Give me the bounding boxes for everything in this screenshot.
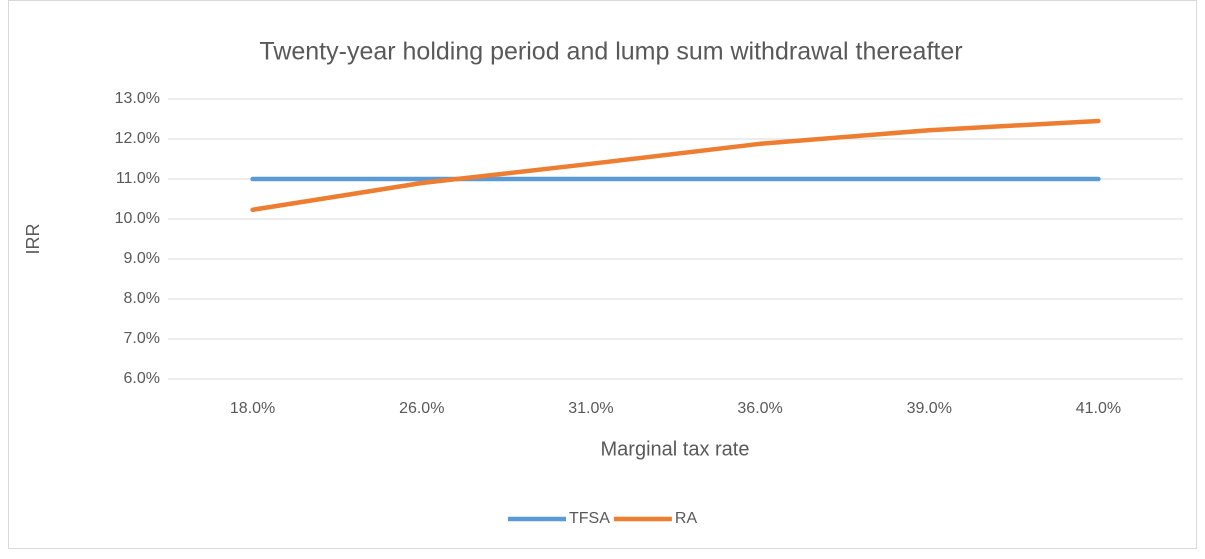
chart-frame: [8, 0, 1197, 549]
chart-title: Twenty-year holding period and lump sum …: [259, 38, 962, 66]
y-axis-label: IRR: [23, 224, 43, 255]
x-tick-label: 26.0%: [399, 400, 444, 417]
legend-label: TFSA: [569, 510, 610, 527]
y-tick-label: 9.0%: [124, 250, 160, 267]
y-tick-label: 6.0%: [124, 370, 160, 387]
x-tick-label: 39.0%: [907, 400, 952, 417]
y-tick-label: 10.0%: [115, 210, 160, 227]
y-tick-label: 8.0%: [124, 290, 160, 307]
y-tick-label: 7.0%: [124, 330, 160, 347]
x-tick-label: 31.0%: [568, 400, 613, 417]
legend-label: RA: [675, 510, 698, 527]
x-tick-label: 36.0%: [737, 400, 782, 417]
y-tick-label: 13.0%: [115, 90, 160, 107]
series-line: [250, 118, 1101, 213]
x-tick-label: 18.0%: [230, 400, 275, 417]
x-axis-label: Marginal tax rate: [601, 438, 750, 460]
x-tick-label: 41.0%: [1076, 400, 1121, 417]
y-tick-label: 12.0%: [115, 130, 160, 147]
y-tick-label: 11.0%: [116, 170, 160, 187]
